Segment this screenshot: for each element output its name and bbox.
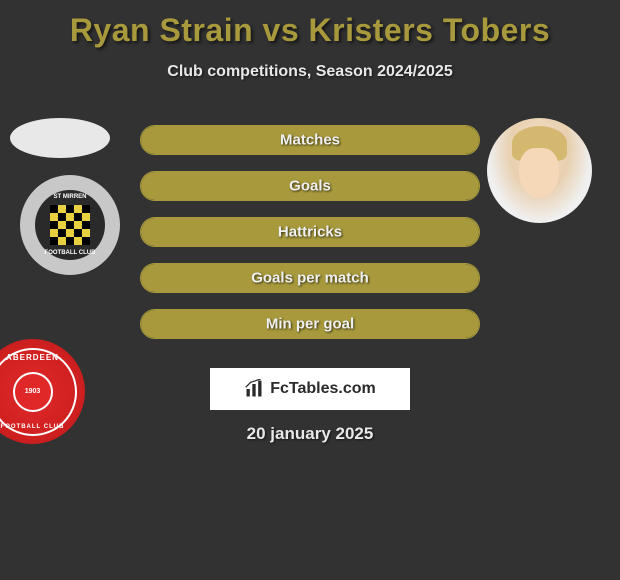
stat-label: Min per goal [266, 316, 354, 333]
player-face-icon [519, 148, 559, 198]
stat-row-goals: Goals 0 [140, 171, 480, 201]
date-text: 20 january 2025 [247, 424, 374, 444]
stat-label: Goals per match [251, 270, 369, 287]
stat-label: Matches [280, 132, 340, 149]
player-right-avatar [487, 118, 592, 223]
club-left-text-bottom: FOOTBALL CLUB [45, 250, 96, 256]
stat-label: Goals [289, 178, 331, 195]
stat-row-hattricks: Hattricks 0 [140, 217, 480, 247]
stat-label: Hattricks [278, 224, 342, 241]
subtitle: Club competitions, Season 2024/2025 [0, 63, 620, 81]
club-right-text-bottom: FOOTBALL CLUB [1, 424, 65, 430]
club-right-badge: ABERDEEN 1903 FOOTBALL CLUB [0, 339, 85, 444]
main-container: Ryan Strain vs Kristers Tobers Club comp… [0, 0, 620, 580]
badge-text: FcTables.com [270, 380, 376, 398]
club-left-inner: ST MIRREN FOOTBALL CLUB [35, 190, 105, 260]
stat-row-min-per-goal: Min per goal [140, 309, 480, 339]
stat-row-goals-per-match: Goals per match [140, 263, 480, 293]
stat-row-matches: Matches 3 [140, 125, 480, 155]
source-badge[interactable]: FcTables.com [210, 368, 410, 410]
stats-area: Matches 3 Goals 0 Hattricks 0 Goals per … [140, 125, 480, 355]
player-left-avatar [10, 118, 110, 158]
chart-icon [244, 379, 264, 399]
club-left-checker-icon [50, 205, 90, 245]
club-left-badge: ST MIRREN FOOTBALL CLUB [20, 175, 120, 275]
club-right-text-top: ABERDEEN [6, 353, 59, 362]
club-left-text-top: ST MIRREN [54, 194, 87, 200]
page-title: Ryan Strain vs Kristers Tobers [0, 0, 620, 49]
